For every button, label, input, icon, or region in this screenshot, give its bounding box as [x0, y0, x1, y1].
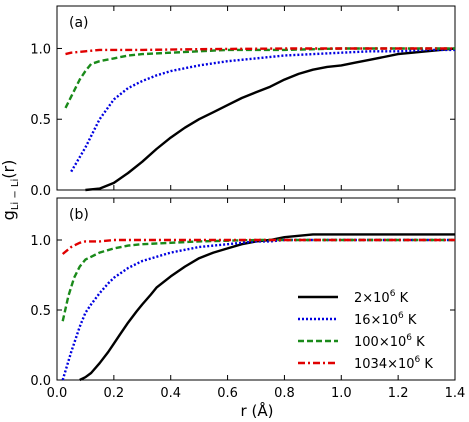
legend-label-1: 2×106 K	[354, 289, 409, 306]
y-label-sub: Li − Li	[10, 179, 21, 210]
y-tick-label: 0.5	[30, 304, 51, 319]
series-line-1	[79, 233, 455, 382]
series-line-4	[61, 238, 455, 255]
series-line-2	[70, 48, 455, 173]
y-tick-label: 1.0	[30, 234, 51, 249]
y-tick-label: 0.0	[30, 374, 51, 389]
shared-y-axis-label: gLi − Li(r)	[0, 160, 21, 221]
legend: 2×106 K 16×106 K 100×106 K 1034×106 K	[298, 289, 433, 372]
x-tick-label: 1.0	[331, 386, 352, 401]
x-tick-label: 0.0	[47, 386, 68, 401]
panel-b: 0.0 0.2 0.4 0.6 0.8 1.0 1.2 1.4 0.0 0.5 1.0 (b)	[30, 197, 466, 401]
panel-label: (a)	[69, 15, 89, 31]
panel-label: (b)	[69, 207, 89, 223]
series-line-4	[65, 47, 455, 56]
x-tick-label: 0.2	[104, 386, 125, 401]
x-tick-label: 0.4	[160, 386, 181, 401]
legend-label-4: 1034×106 K	[354, 355, 433, 372]
x-tick-label: 0.6	[217, 386, 238, 401]
x-axis-label: r (Å)	[241, 401, 274, 420]
plot-frame	[56, 5, 456, 191]
legend-label-3: 100×106 K	[354, 333, 425, 350]
plot-frame	[56, 197, 456, 381]
x-tick-label: 1.2	[388, 386, 409, 401]
y-tick-label: 0.0	[30, 184, 51, 199]
y-tick-label: 1.0	[30, 42, 51, 57]
x-tick-label: 0.8	[274, 386, 295, 401]
series-line-3	[64, 47, 455, 109]
y-label-main: g	[0, 210, 18, 220]
panel-a: 0.0 0.5 1.0 (a)	[30, 5, 456, 199]
y-label-tail: (r)	[0, 160, 18, 179]
series-line-1	[85, 47, 456, 192]
y-tick-label: 0.5	[30, 113, 51, 128]
legend-label-2: 16×106 K	[354, 311, 417, 328]
series-line-3	[61, 238, 455, 322]
x-tick-label: 1.4	[445, 386, 466, 401]
